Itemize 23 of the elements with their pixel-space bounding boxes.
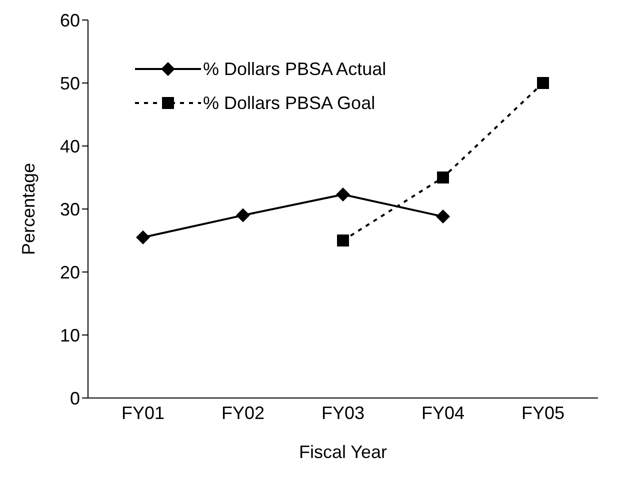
- y-tick-label: 0: [70, 388, 80, 408]
- point: [336, 188, 350, 202]
- y-axis-title: Percentage: [18, 162, 38, 256]
- point: [236, 208, 250, 222]
- x-tick-label: FY01: [121, 402, 165, 423]
- y-tick-label: 10: [60, 325, 80, 346]
- legend-label: % Dollars PBSA Actual: [203, 58, 386, 81]
- y-tick-label: 60: [60, 10, 80, 30]
- point: [136, 230, 150, 244]
- point: [537, 77, 549, 89]
- x-tick-label: FY04: [421, 402, 465, 423]
- y-tick-label: 20: [60, 262, 80, 282]
- point: [337, 234, 349, 246]
- x-axis-title: Fiscal Year: [298, 442, 388, 462]
- x-tick-label: FY02: [221, 402, 265, 423]
- x-tick-label: FY03: [321, 402, 365, 423]
- y-tick-label: 40: [60, 136, 80, 156]
- point: [437, 172, 449, 184]
- y-tick-label: 50: [60, 73, 80, 94]
- legend-label: % Dollars PBSA Goal: [203, 92, 376, 115]
- point: [436, 210, 450, 224]
- x-tick-label: FY05: [521, 402, 565, 423]
- y-tick-label: 30: [60, 199, 80, 220]
